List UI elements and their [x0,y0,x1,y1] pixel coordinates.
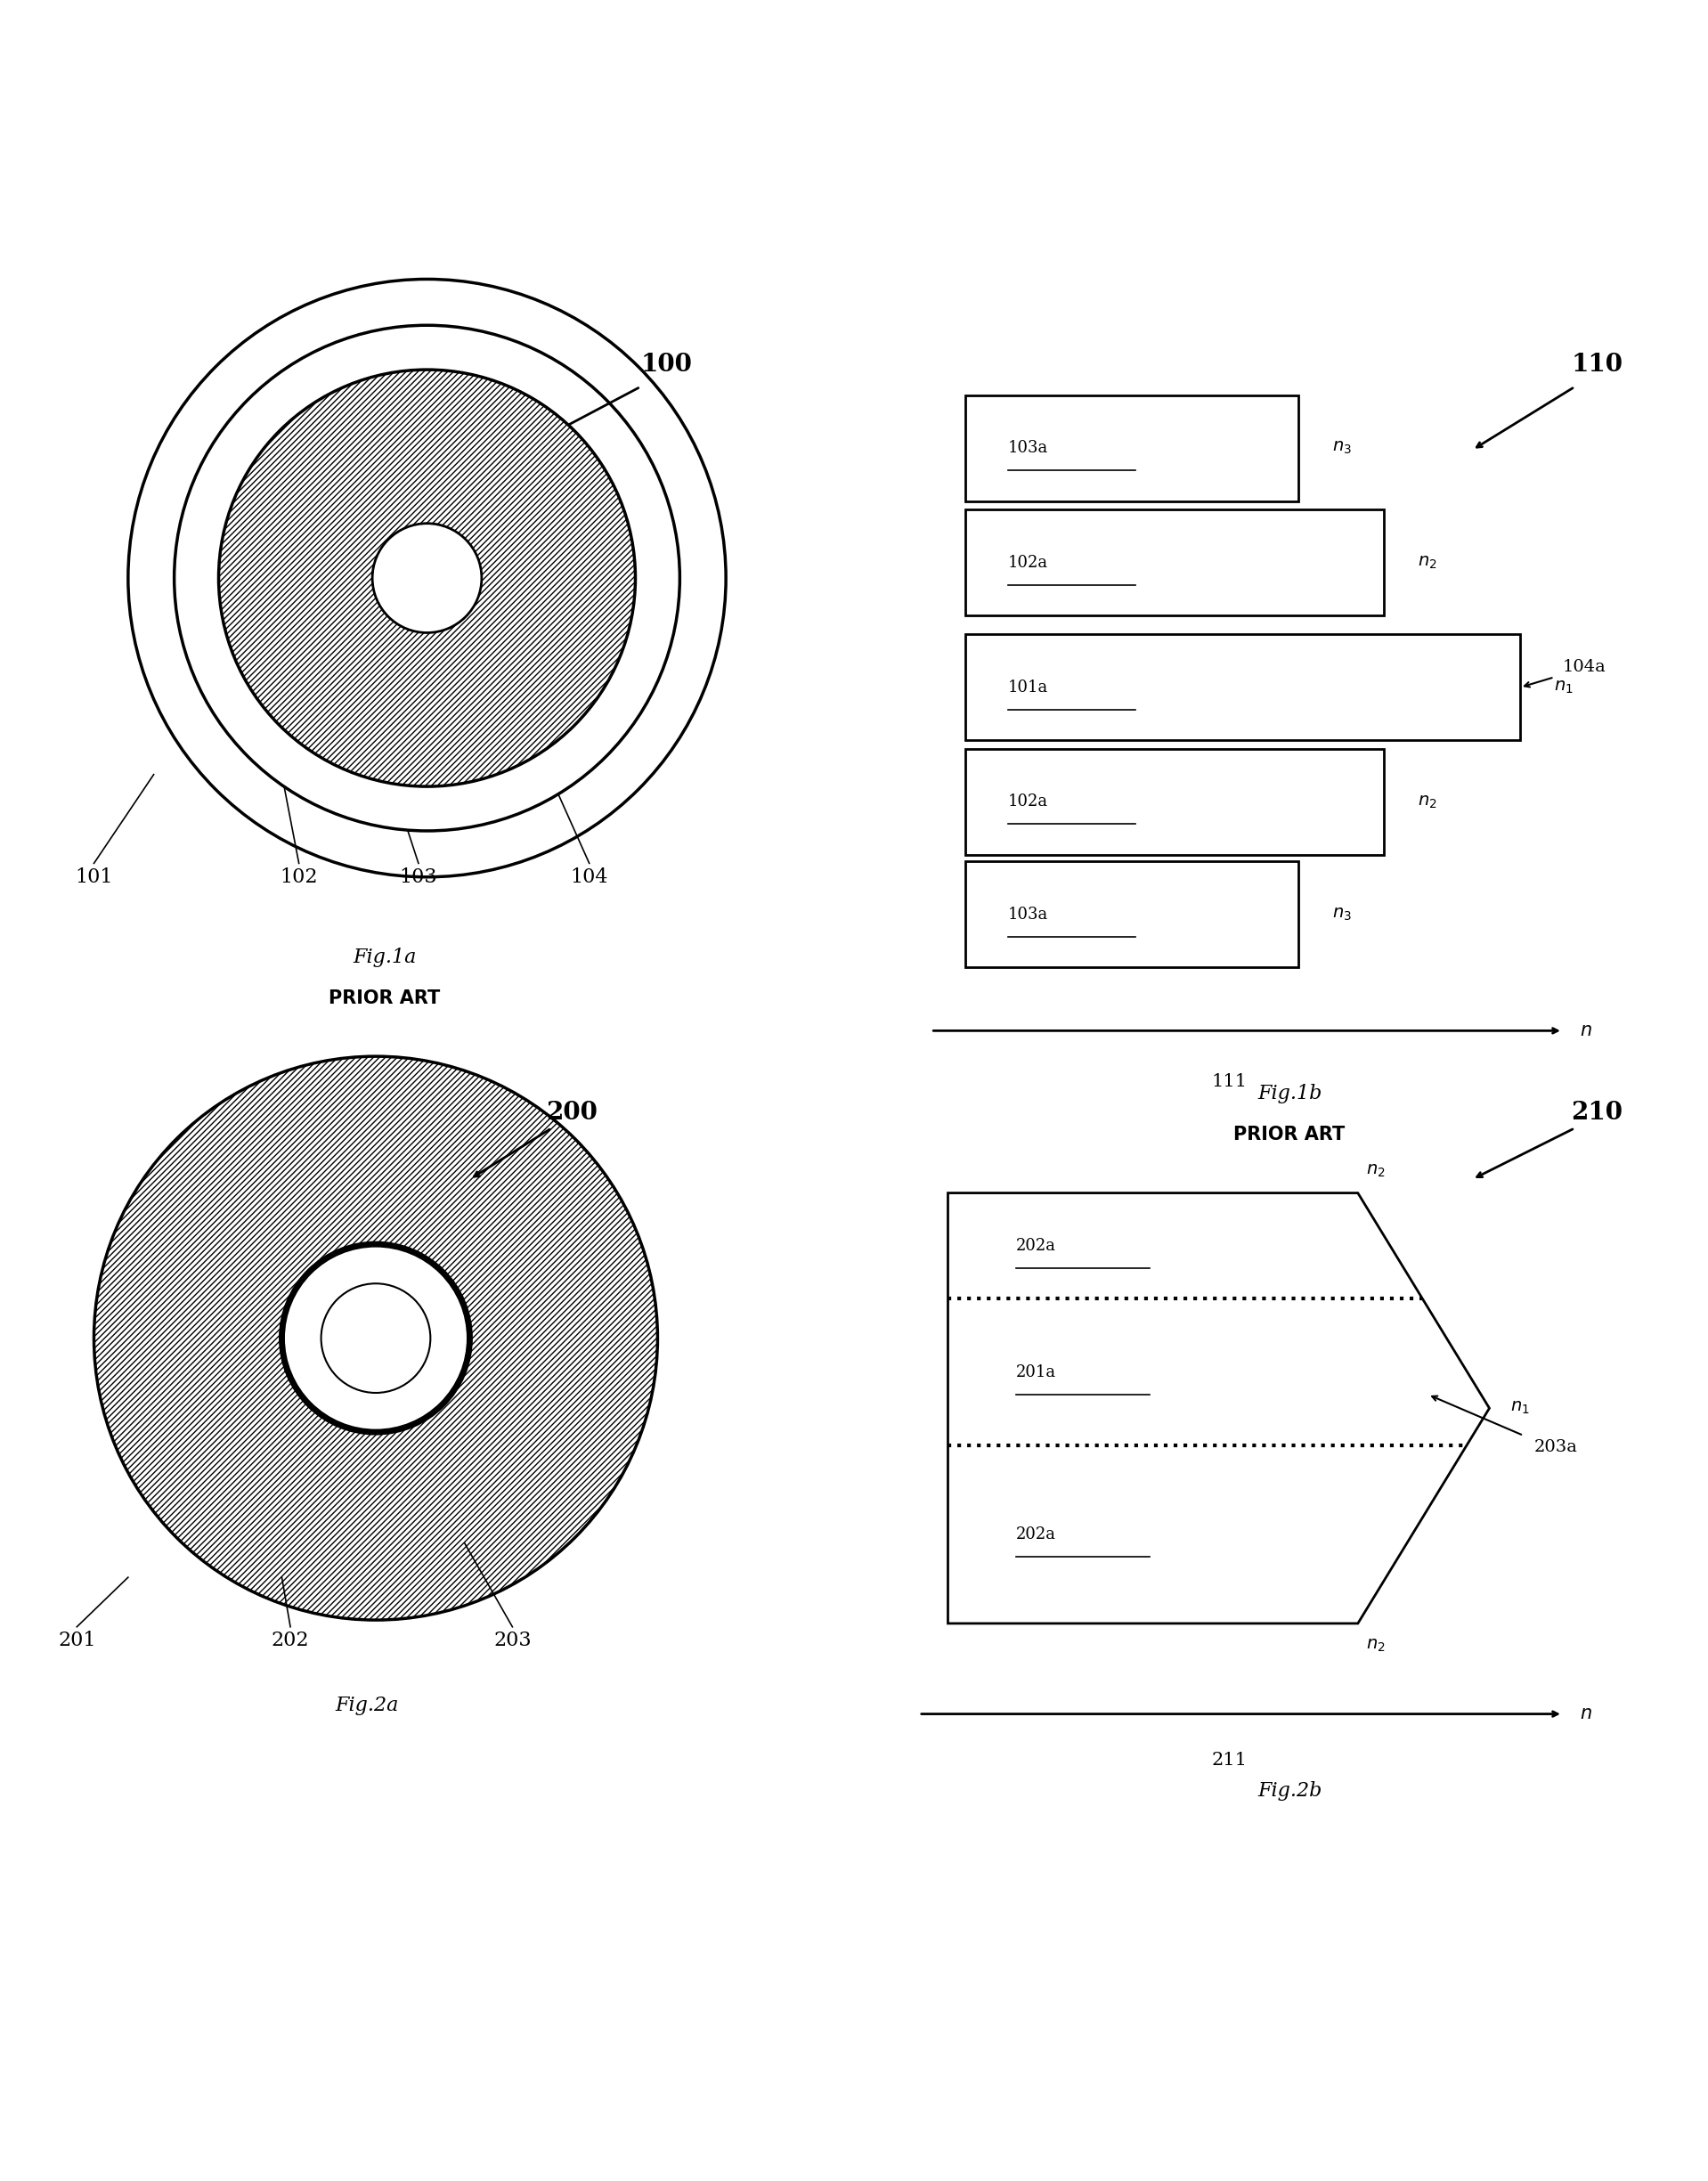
Text: 202a: 202a [1016,1239,1056,1254]
Text: $n_2$: $n_2$ [1418,794,1436,809]
Text: 110: 110 [1571,353,1623,377]
Text: $n_2$: $n_2$ [1366,1162,1385,1180]
Text: $n$: $n$ [1580,1706,1592,1723]
Bar [965,510,1383,615]
Text: $n_3$: $n_3$ [1332,441,1351,456]
Text: 210: 210 [1571,1101,1623,1125]
Text: $n$: $n$ [1580,1023,1592,1038]
Text: 202: 202 [272,1631,309,1651]
Text: 200: 200 [547,1101,598,1125]
Text: 103a: 103a [1008,907,1049,923]
Text: 111: 111 [1213,1073,1247,1090]
Text: 101: 101 [75,868,113,888]
Text: $n_1$: $n_1$ [1510,1400,1529,1415]
Text: $n_2$: $n_2$ [1418,554,1436,571]
Circle shape [174,325,680,831]
Text: 211: 211 [1213,1751,1247,1769]
Text: PRIOR ART: PRIOR ART [1233,1125,1346,1143]
Circle shape [94,1056,658,1620]
Text: 201a: 201a [1016,1365,1057,1381]
Circle shape [282,1243,470,1433]
Text: $n_3$: $n_3$ [1332,907,1351,923]
Text: 103a: 103a [1008,441,1049,456]
Bar [965,748,1383,855]
Text: 102a: 102a [1008,794,1049,809]
Bar [965,861,1298,968]
Text: $n_2$: $n_2$ [1366,1638,1385,1653]
Text: Fig.1b: Fig.1b [1257,1084,1322,1104]
Text: 201: 201 [58,1631,96,1651]
Text: 104a: 104a [1563,659,1606,674]
Circle shape [372,523,482,632]
Circle shape [219,369,635,787]
Bar [965,635,1520,739]
Circle shape [321,1282,430,1394]
Text: 104: 104 [570,868,608,888]
Text: Fig.2b: Fig.2b [1257,1782,1322,1802]
Text: 203: 203 [494,1631,531,1651]
Polygon shape [948,1193,1489,1623]
Circle shape [128,279,726,877]
Text: 103: 103 [400,868,437,888]
Text: PRIOR ART: PRIOR ART [328,990,441,1008]
Text: 202a: 202a [1016,1527,1056,1542]
Text: $n_1$: $n_1$ [1554,678,1573,696]
Text: 203a: 203a [1534,1439,1576,1455]
Bar [965,395,1298,502]
Text: Fig.2a: Fig.2a [335,1695,400,1714]
Text: Fig.1a: Fig.1a [352,947,417,966]
Text: 102: 102 [280,868,318,888]
Text: 100: 100 [640,353,692,377]
Text: 102a: 102a [1008,554,1049,571]
Text: 101a: 101a [1008,678,1049,696]
